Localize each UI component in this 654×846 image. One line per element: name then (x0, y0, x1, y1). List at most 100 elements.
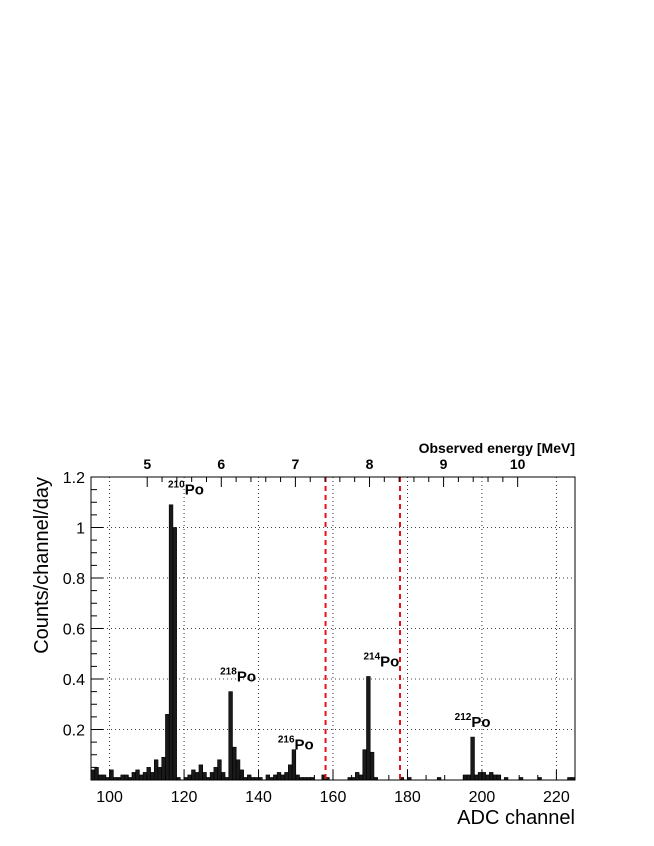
x-tick-label: 180 (394, 789, 421, 806)
peak-label: 212Po (455, 712, 491, 731)
histogram-bar (153, 759, 159, 781)
y-axis-title: Counts/channel/day (31, 477, 53, 654)
histogram-bar (276, 772, 282, 781)
peak-mass-number: 218 (220, 667, 237, 678)
peak-mass-number: 210 (168, 480, 185, 491)
histogram-bar (142, 772, 148, 781)
histogram-bar (288, 764, 293, 781)
histogram-bar (135, 769, 140, 781)
histogram-bar (485, 774, 490, 781)
histogram-bar (492, 774, 498, 781)
top-tick-label: 9 (440, 456, 448, 472)
peak-label: 214Po (363, 651, 399, 670)
x-tick-label: 200 (469, 789, 496, 806)
axis-ticks (90, 476, 576, 780)
histogram-bar (273, 774, 278, 781)
histogram-bar (98, 774, 103, 781)
histogram-bar (463, 774, 468, 781)
top-tick-label: 7 (291, 456, 299, 472)
y-tick-label: 1 (76, 521, 85, 538)
histogram-bar (146, 767, 151, 781)
histogram-bar (496, 774, 501, 781)
histogram-bar (481, 772, 486, 781)
histogram-bar (232, 746, 237, 781)
histogram-bar (187, 774, 192, 781)
histogram-bar (355, 772, 360, 781)
histogram-bar (150, 772, 155, 781)
histogram-bar (109, 769, 114, 781)
histogram-bar (157, 767, 163, 781)
histogram-bar (194, 772, 200, 781)
x-tick-label: 220 (543, 789, 570, 806)
tick-labels: 100 120 140 160 180 200 220 0.2 0.4 0.6 0.8 1 1.2 5 6 7… (63, 456, 570, 806)
histogram-bar (221, 772, 226, 781)
histogram-bar (228, 691, 233, 781)
histogram-bar (470, 736, 475, 781)
histogram-bar (284, 772, 289, 781)
histogram-bar (474, 774, 479, 781)
y-tick-label: 0.4 (63, 672, 85, 689)
peak-label: 216Po (278, 735, 314, 754)
histogram-bar (489, 772, 494, 781)
histogram-bar (191, 769, 196, 781)
histogram-bar (369, 751, 375, 781)
histogram-bar (209, 772, 215, 781)
cut-lines (324, 477, 402, 780)
histogram-bar (235, 759, 241, 781)
peak-element: Po (471, 714, 490, 731)
x-axis-title: ADC channel (457, 807, 575, 829)
peak-element: Po (295, 737, 314, 754)
histogram-bar (198, 764, 203, 781)
histogram-bar (168, 504, 174, 781)
peak-element: Po (380, 653, 399, 670)
top-tick-label: 8 (366, 456, 374, 472)
peak-element: Po (237, 669, 256, 686)
histogram-bar (362, 749, 367, 781)
histogram-bar (90, 769, 96, 781)
peak-mass-number: 214 (363, 651, 380, 662)
histogram-bar (213, 767, 218, 781)
peak-label: 210Po (168, 480, 204, 499)
histogram-bar (139, 774, 144, 781)
histogram-bar (477, 772, 483, 781)
histogram-bars (90, 504, 576, 781)
histogram-bar (94, 767, 99, 781)
histogram-bar (165, 714, 170, 781)
histogram-bar (366, 676, 371, 781)
y-tick-label: 0.8 (63, 571, 85, 588)
histogram-bar (466, 774, 472, 781)
histogram-bar (247, 774, 252, 781)
x-tick-label: 120 (171, 789, 198, 806)
x-tick-label: 100 (96, 789, 123, 806)
histogram-bar (295, 774, 300, 781)
histogram-bar (131, 772, 136, 781)
top-tick-label: 6 (217, 456, 225, 472)
y-tick-label: 1.2 (63, 470, 85, 487)
peak-label: 218Po (220, 667, 256, 686)
histogram-bar (265, 774, 271, 781)
histogram-bar (120, 774, 125, 781)
x-tick-label: 160 (320, 789, 347, 806)
top-axis-title: Observed energy [MeV] (419, 440, 575, 456)
x-tick-label: 140 (245, 789, 272, 806)
top-tick-label: 10 (510, 456, 526, 472)
histogram-bar (101, 774, 107, 781)
histogram-bar (280, 774, 285, 781)
top-tick-label: 5 (143, 456, 151, 472)
histogram-bar (358, 774, 364, 781)
histogram-bar (239, 769, 244, 781)
histogram-bar (161, 756, 166, 781)
histogram-bar (172, 527, 177, 781)
peak-mass-number: 216 (278, 735, 295, 746)
peak-mass-number: 212 (455, 712, 472, 723)
y-tick-label: 0.2 (63, 723, 85, 740)
histogram-bar (217, 759, 222, 781)
histogram-bar (124, 774, 129, 781)
y-tick-label: 0.6 (63, 622, 85, 639)
histogram-bar (202, 772, 207, 781)
peak-element: Po (185, 482, 204, 499)
histogram-bar (291, 749, 297, 781)
